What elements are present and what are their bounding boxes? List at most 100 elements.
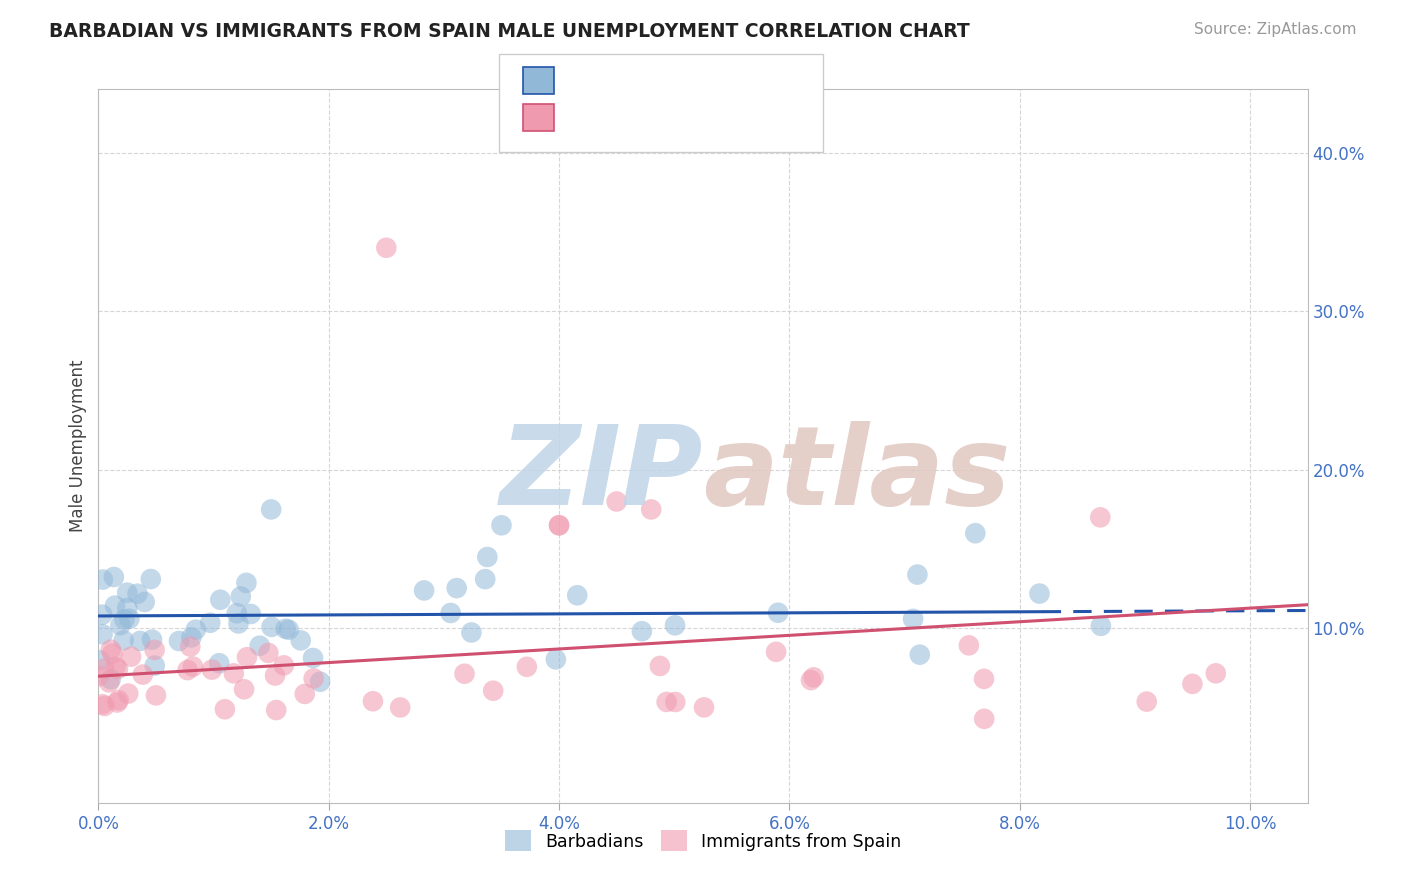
Point (1028, 586, 1050, 600)
Point (225, 606, 247, 620)
Point (1090, 510, 1112, 524)
Point (361, 694, 384, 708)
Point (114, 612, 136, 626)
Point (236, 650, 259, 665)
Point (239, 607, 262, 621)
Point (1205, 666, 1227, 681)
Point (87, 669, 110, 683)
Point (132, 667, 155, 681)
Point (274, 622, 297, 636)
Point (477, 549, 499, 564)
Point (115, 585, 138, 599)
Point (98, 675, 121, 690)
Point (548, 518, 571, 533)
Point (105, 696, 128, 710)
Point (277, 623, 299, 637)
Point (110, 618, 132, 632)
Point (693, 700, 716, 714)
Point (235, 575, 257, 590)
Text: R = 0.035   N = 56: R = 0.035 N = 56 (565, 71, 735, 89)
Point (89, 653, 111, 667)
Point (664, 618, 686, 632)
Point (129, 634, 152, 648)
Point (233, 682, 256, 697)
Point (104, 659, 127, 673)
Point (908, 648, 931, 662)
Point (664, 695, 686, 709)
Text: Source: ZipAtlas.com: Source: ZipAtlas.com (1194, 22, 1357, 37)
Point (765, 645, 787, 659)
Legend: Barbadians, Immigrants from Spain: Barbadians, Immigrants from Spain (498, 823, 908, 858)
Point (91, 627, 114, 641)
Point (973, 672, 995, 686)
Point (107, 693, 129, 707)
Point (117, 687, 139, 701)
Point (228, 616, 250, 631)
Point (91, 573, 114, 587)
Point (257, 646, 280, 660)
Point (209, 592, 232, 607)
Point (302, 672, 325, 686)
Point (120, 649, 142, 664)
Point (134, 595, 156, 609)
Point (655, 695, 678, 709)
Point (222, 666, 245, 681)
Point (800, 673, 823, 687)
Point (145, 689, 167, 703)
Point (446, 581, 468, 595)
Text: R = 0.257   N = 54: R = 0.257 N = 54 (565, 109, 735, 127)
Point (181, 659, 204, 673)
Point (93, 662, 115, 676)
Point (101, 647, 124, 661)
Point (413, 583, 436, 598)
Text: ZIP: ZIP (499, 421, 703, 528)
Point (631, 624, 654, 639)
Point (139, 572, 162, 586)
Point (375, 241, 398, 255)
Point (516, 660, 538, 674)
Point (460, 625, 482, 640)
Point (905, 567, 928, 582)
Point (264, 703, 287, 717)
Point (107, 662, 129, 676)
Point (648, 659, 671, 673)
Point (200, 615, 222, 630)
Point (93, 698, 115, 713)
Point (104, 599, 127, 613)
Point (606, 494, 628, 508)
Point (302, 651, 325, 665)
Point (309, 674, 332, 689)
Point (1181, 677, 1204, 691)
Point (127, 587, 149, 601)
Point (474, 572, 496, 586)
Point (249, 639, 271, 653)
Text: BARBADIAN VS IMMIGRANTS FROM SPAIN MALE UNEMPLOYMENT CORRELATION CHART: BARBADIAN VS IMMIGRANTS FROM SPAIN MALE … (49, 22, 970, 41)
Point (965, 526, 987, 541)
Point (100, 642, 122, 657)
Point (1090, 619, 1112, 633)
Point (640, 502, 662, 516)
Point (260, 620, 283, 634)
Point (143, 658, 166, 673)
Point (973, 712, 995, 726)
Point (229, 590, 252, 604)
Point (118, 612, 141, 626)
Point (117, 601, 139, 615)
Point (167, 634, 190, 648)
Point (491, 518, 513, 533)
Point (100, 672, 122, 686)
Point (294, 687, 316, 701)
Point (453, 666, 475, 681)
Point (544, 652, 567, 666)
Point (957, 638, 980, 652)
Point (273, 658, 295, 673)
Point (143, 643, 166, 657)
Point (567, 588, 589, 602)
Point (91, 697, 114, 711)
Point (208, 657, 231, 671)
Point (201, 663, 224, 677)
Point (180, 631, 202, 645)
Text: atlas: atlas (703, 421, 1011, 528)
Point (184, 623, 207, 637)
Point (141, 632, 163, 647)
